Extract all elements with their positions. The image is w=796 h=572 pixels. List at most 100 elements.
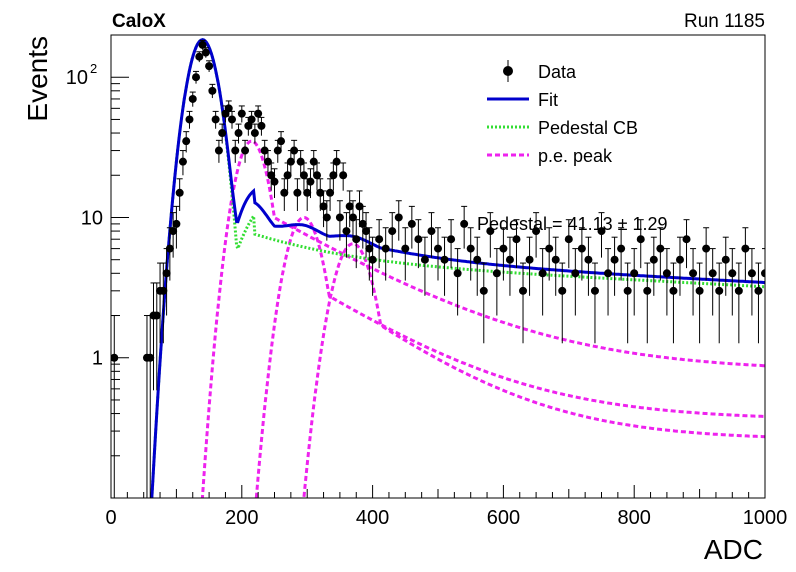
legend-data-marker: [503, 66, 513, 76]
data-point: [649, 255, 658, 264]
legend-label: Data: [538, 62, 577, 82]
y-tick-exponent: 2: [90, 61, 97, 76]
data-point: [545, 244, 554, 253]
data-point: [695, 286, 704, 295]
data-point: [299, 171, 308, 180]
data-point: [175, 188, 184, 197]
data-point: [689, 269, 698, 278]
y-axis-title: Events: [22, 36, 53, 122]
data-point: [623, 286, 632, 295]
data-point: [427, 227, 436, 236]
data-point: [244, 121, 253, 130]
x-tick-label: 400: [356, 507, 389, 529]
data-point: [172, 219, 181, 228]
data-point: [460, 219, 469, 228]
data-point: [303, 188, 312, 197]
data-point: [296, 157, 305, 166]
data-point: [617, 244, 626, 253]
data-point: [214, 146, 223, 155]
header-left-label: CaloX: [112, 11, 166, 32]
data-point: [335, 213, 344, 222]
data-point: [368, 255, 377, 264]
data-point: [250, 129, 259, 138]
data-point: [152, 311, 161, 320]
data-point: [313, 171, 322, 180]
data-point: [208, 86, 217, 95]
data-point: [394, 213, 403, 222]
data-point: [218, 129, 227, 138]
data-point: [362, 227, 371, 236]
data-point: [234, 129, 243, 138]
data-point: [178, 157, 187, 166]
data-point: [407, 219, 416, 228]
data-point: [453, 269, 462, 278]
data-point: [319, 202, 328, 211]
y-tick-label: 10: [66, 67, 88, 89]
data-point: [169, 227, 178, 236]
data-point: [188, 94, 197, 103]
data-point: [162, 269, 171, 278]
data-point: [375, 235, 384, 244]
data-point: [558, 286, 567, 295]
data-point: [241, 146, 250, 155]
data-point: [551, 255, 560, 264]
legend-label: Pedestal CB: [538, 118, 638, 138]
data-point: [401, 244, 410, 253]
data-point: [329, 171, 338, 180]
data-point: [584, 255, 593, 264]
data-point: [286, 157, 295, 166]
data-point: [195, 52, 204, 61]
x-tick-label: 200: [225, 507, 258, 529]
data-point: [669, 286, 678, 295]
data-point: [273, 146, 282, 155]
data-point: [505, 255, 514, 264]
y-tick-label: 1: [92, 348, 103, 370]
data-point: [326, 188, 335, 197]
data-point: [492, 269, 501, 278]
data-point: [263, 157, 272, 166]
data-point: [564, 235, 573, 244]
x-tick-label: 800: [618, 507, 651, 529]
data-point: [277, 137, 286, 146]
data-point: [247, 115, 256, 124]
data-point: [342, 227, 351, 236]
data-point: [146, 353, 155, 362]
data-point: [656, 244, 665, 253]
data-point: [381, 244, 390, 253]
data-point: [604, 269, 613, 278]
pe-peak-curve: [200, 139, 765, 498]
data-point: [708, 269, 717, 278]
data-point: [682, 235, 691, 244]
data-point: [479, 286, 488, 295]
data-point: [525, 255, 534, 264]
y-tick-label: 10: [81, 207, 103, 229]
data-point: [365, 244, 374, 253]
data-point: [747, 269, 756, 278]
legend-label: Fit: [538, 90, 558, 110]
data-point: [440, 255, 449, 264]
data-point: [201, 48, 210, 57]
data-point: [198, 40, 207, 49]
data-point: [715, 286, 724, 295]
data-point: [420, 255, 429, 264]
data-point: [741, 244, 750, 253]
data-point: [597, 227, 606, 236]
data-point: [322, 213, 331, 222]
data-point: [466, 244, 475, 253]
header-right-label: Run 1185: [684, 11, 765, 32]
data-point: [512, 235, 521, 244]
x-tick-label: 600: [487, 507, 520, 529]
x-tick-label: 0: [105, 507, 116, 529]
legend-label: p.e. peak: [538, 146, 613, 166]
data-point: [352, 235, 361, 244]
data-point: [211, 115, 220, 124]
data-point: [532, 227, 541, 236]
data-point: [205, 62, 214, 71]
data-point: [499, 244, 508, 253]
data-point: [636, 235, 645, 244]
data-point: [538, 269, 547, 278]
data-point: [388, 227, 397, 236]
data-point: [267, 171, 276, 180]
data-point: [486, 227, 495, 236]
data-point: [227, 115, 236, 124]
